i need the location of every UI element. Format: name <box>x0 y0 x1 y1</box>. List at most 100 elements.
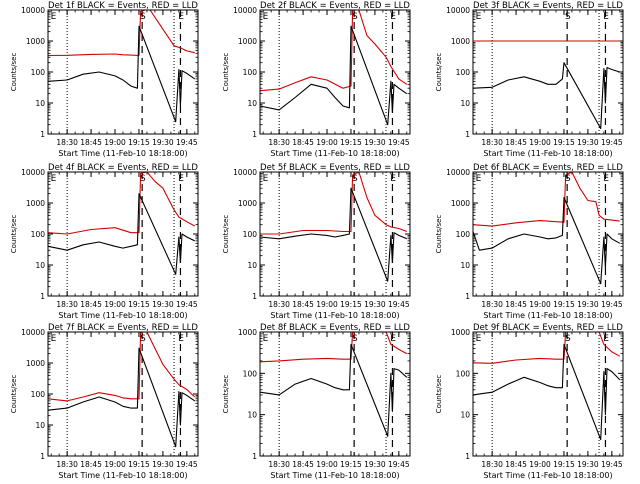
y-tick-label: 1 <box>40 452 45 461</box>
y-tick-label: 1 <box>252 452 257 461</box>
event-marker-label: S <box>140 12 146 22</box>
y-axis-label: Counts/sec <box>435 53 443 92</box>
y-axis-label: Counts/sec <box>435 215 443 254</box>
y-tick-label: 10 <box>247 99 257 108</box>
x-tick-label: 19:15 <box>340 138 362 147</box>
x-tick-label: 18:30 <box>268 460 290 469</box>
x-tick-label: 18:30 <box>56 460 78 469</box>
event-marker-label: E <box>476 174 482 184</box>
detector-panel: Det 7f BLACK = Events, RED = LLD Counts/s… <box>10 323 199 480</box>
x-tick-label: 18:45 <box>80 300 102 309</box>
detector-panel: Det 9f BLACK = Events, RED = LLD Counts/s… <box>435 323 624 480</box>
event-marker-label: E <box>51 174 57 184</box>
lld-series-line <box>472 171 620 227</box>
x-tick-label: 19:15 <box>128 460 150 469</box>
y-tick-label: 1 <box>40 130 45 139</box>
y-tick-label: 1000 <box>26 359 45 368</box>
x-tick-label: 18:30 <box>481 300 503 309</box>
event-marker-label: E <box>603 12 609 22</box>
x-tick-label: 19:00 <box>529 460 551 469</box>
events-series-line <box>259 25 408 126</box>
plot-frame <box>259 9 411 135</box>
y-tick-label: 1 <box>252 292 257 301</box>
event-marker-label: S <box>352 334 358 344</box>
x-tick-label: 18:30 <box>268 300 290 309</box>
y-tick-label: 10000 <box>446 168 470 177</box>
event-marker-label: S <box>565 12 571 22</box>
y-tick-label: 1 <box>465 130 470 139</box>
x-tick-label: 19:30 <box>364 300 386 309</box>
events-series-line <box>472 343 621 441</box>
lld-series-line <box>260 171 407 235</box>
y-tick-label: 100 <box>456 369 471 378</box>
event-marker-label: E <box>178 12 184 22</box>
y-axis-label: Counts/sec <box>222 215 230 254</box>
event-marker-label: E <box>476 12 482 22</box>
y-axis-label: Counts/sec <box>435 375 443 414</box>
event-marker-label: S <box>352 12 358 22</box>
event-marker-label: S <box>565 334 571 344</box>
y-tick-label: 10 <box>247 411 257 420</box>
x-tick-label: 19:45 <box>601 460 623 469</box>
lld-series-line <box>472 331 621 364</box>
x-tick-label: 18:45 <box>80 460 102 469</box>
y-tick-label: 1000 <box>451 328 470 337</box>
y-tick-label: 10 <box>35 99 45 108</box>
panel-title: Det 3f BLACK = Events, RED = LLD <box>473 1 623 11</box>
x-tick-label: 19:30 <box>577 460 599 469</box>
y-tick-label: 1000 <box>451 199 470 208</box>
x-axis-label: Start Time (11-Feb-10 18:18:00) <box>483 471 612 480</box>
x-tick-label: 19:00 <box>316 138 338 147</box>
detector-panel: Det 8f BLACK = Events, RED = LLD Counts/s… <box>222 323 411 480</box>
y-tick-label: 1000 <box>238 199 257 208</box>
x-tick-label: 19:45 <box>176 460 198 469</box>
lld-series-line <box>259 331 408 363</box>
x-tick-label: 19:15 <box>553 460 575 469</box>
events-series-line <box>47 25 196 123</box>
x-tick-label: 19:45 <box>601 138 623 147</box>
y-tick-label: 100 <box>456 230 471 239</box>
x-tick-label: 18:45 <box>292 300 314 309</box>
x-tick-label: 19:45 <box>176 300 198 309</box>
event-marker-label: E <box>263 334 269 344</box>
event-marker-label: E <box>390 12 396 22</box>
y-axis-label: Counts/sec <box>10 215 18 254</box>
y-tick-label: 10 <box>35 261 45 270</box>
x-axis-label: Start Time (11-Feb-10 18:18:00) <box>483 311 612 320</box>
event-marker-label: S <box>565 174 571 184</box>
x-tick-label: 19:45 <box>388 460 410 469</box>
x-tick-label: 19:15 <box>128 300 150 309</box>
y-tick-label: 1 <box>465 292 470 301</box>
x-tick-label: 19:45 <box>388 138 410 147</box>
x-tick-label: 19:30 <box>364 460 386 469</box>
y-tick-label: 10 <box>247 261 257 270</box>
y-tick-label: 1000 <box>238 37 257 46</box>
panel-title: Det 5f BLACK = Events, RED = LLD <box>260 163 410 173</box>
event-marker-label: E <box>51 334 57 344</box>
events-series-line <box>472 62 620 130</box>
y-tick-label: 100 <box>31 68 46 77</box>
y-tick-label: 10 <box>460 99 470 108</box>
x-tick-label: 19:30 <box>152 138 174 147</box>
x-tick-label: 18:45 <box>505 138 527 147</box>
plot-frame <box>259 171 411 297</box>
x-axis-label: Start Time (11-Feb-10 18:18:00) <box>270 149 399 158</box>
y-tick-label: 10 <box>460 261 470 270</box>
detector-panel: Det 2f BLACK = Events, RED = LLD Counts/s… <box>222 1 411 158</box>
x-tick-label: 19:45 <box>388 300 410 309</box>
plot-frame <box>47 9 199 135</box>
x-tick-label: 18:30 <box>56 138 78 147</box>
detector-panel: Det 4f BLACK = Events, RED = LLD Counts/s… <box>10 163 199 320</box>
lld-series-line <box>259 9 408 92</box>
event-marker-label: E <box>51 12 57 22</box>
y-tick-label: 10 <box>460 411 470 420</box>
x-tick-label: 19:30 <box>577 300 599 309</box>
x-tick-label: 19:00 <box>104 460 126 469</box>
panel-title: Det 8f BLACK = Events, RED = LLD <box>260 323 410 333</box>
x-tick-label: 19:15 <box>553 138 575 147</box>
x-tick-label: 18:30 <box>268 138 290 147</box>
panel-title: Det 6f BLACK = Events, RED = LLD <box>473 163 623 173</box>
event-marker-label: S <box>140 334 146 344</box>
plot-frame <box>472 9 624 135</box>
